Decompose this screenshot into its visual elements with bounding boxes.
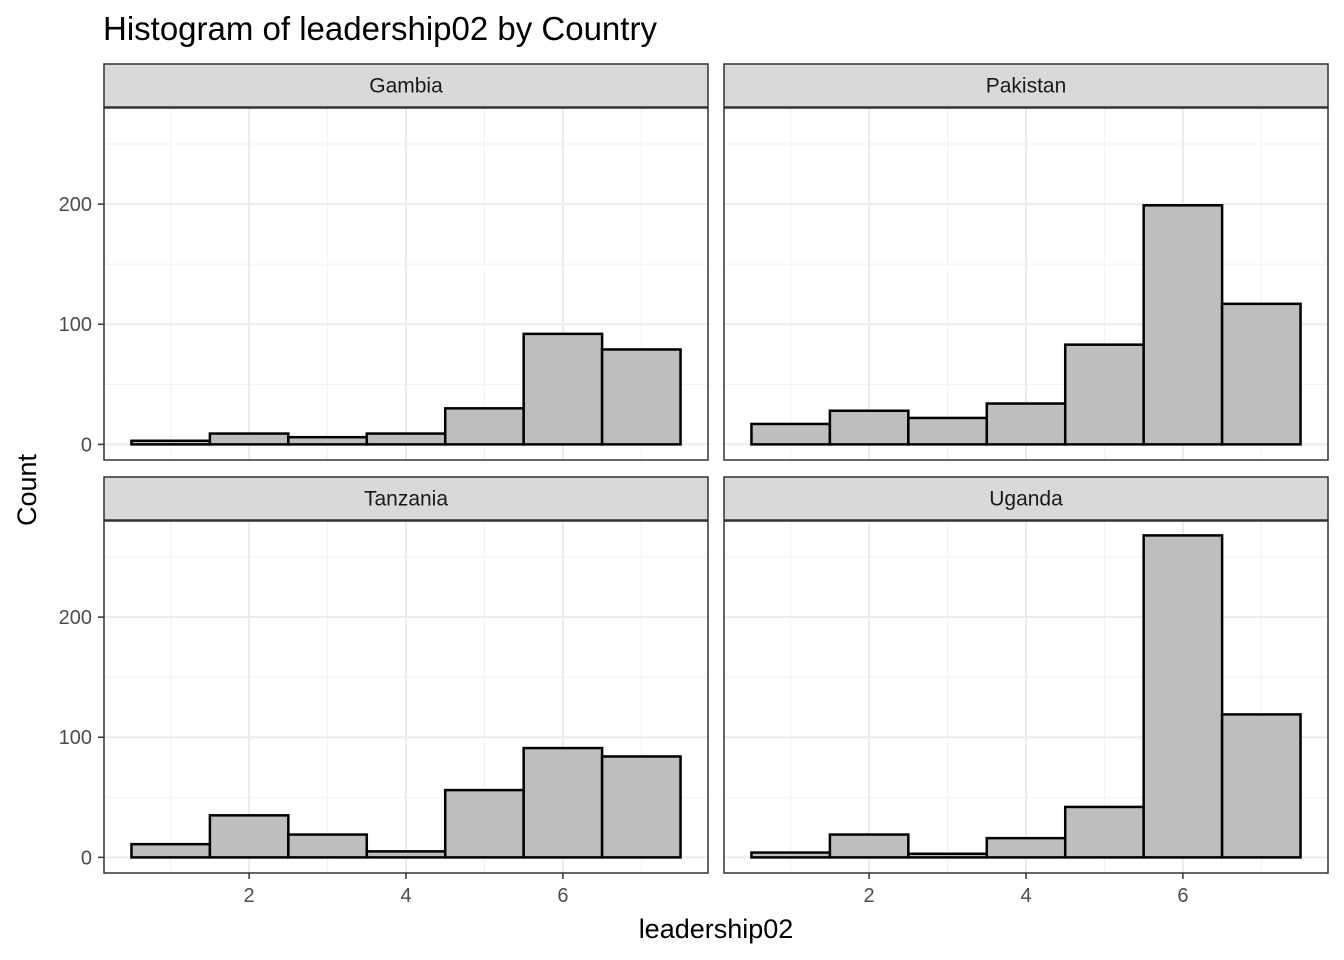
x-tick-label: 6 bbox=[557, 885, 568, 907]
facet-panel-tanzania: TanzaniaTanzania: bin 1 = 11Tanzania: bi… bbox=[59, 476, 709, 907]
histogram-bar: Tanzania: bin 5 = 56 bbox=[443, 788, 525, 859]
y-axis-title: Count bbox=[12, 453, 42, 526]
histogram-bar: Gambia: bin 1 = 3 bbox=[130, 439, 212, 446]
facet-strip bbox=[103, 476, 709, 521]
histogram-bar: Tanzania: bin 7 = 84 bbox=[600, 755, 682, 859]
panel-border bbox=[103, 107, 709, 461]
histogram-bar: Gambia: bin 2 = 9 bbox=[208, 432, 290, 446]
histogram-bar: Tanzania: bin 4 = 5 bbox=[365, 850, 447, 859]
histogram-bar: Pakistan: bin 2 = 28 bbox=[828, 409, 910, 446]
chart-title: Histogram of leadership02 by Country bbox=[103, 10, 657, 47]
histogram-bar: Gambia: bin 7 = 79 bbox=[600, 348, 682, 446]
x-tick-label: 4 bbox=[400, 885, 411, 907]
facet-strip-label: Tanzania bbox=[364, 488, 448, 511]
facet-strip-label: Gambia bbox=[369, 75, 443, 98]
histogram-bar: Pakistan: bin 3 = 22 bbox=[907, 416, 989, 446]
histogram-bar: Gambia: bin 4 = 9 bbox=[365, 432, 447, 446]
histogram-bar: Tanzania: bin 2 = 35 bbox=[208, 814, 290, 859]
x-tick-label: 6 bbox=[1177, 885, 1188, 907]
histogram-bar: Pakistan: bin 1 = 17 bbox=[750, 422, 832, 446]
facet-strip bbox=[103, 63, 709, 108]
histogram-bar: Pakistan: bin 4 = 34 bbox=[985, 402, 1067, 446]
facet-panel-gambia: Gambia Gambia: bin 1 = 3Gambia: bin 2 = 9… bbox=[59, 63, 709, 461]
facet-panel-uganda: Uganda Uganda: bin 1 = 4Uganda: bin 2 = 1… bbox=[723, 476, 1329, 907]
histogram-bar: Uganda: bin 6 = 268 bbox=[1142, 534, 1224, 859]
histogram-bar: Uganda: bin 4 = 16 bbox=[985, 836, 1067, 859]
histogram-bar: Gambia: bin 5 = 30 bbox=[443, 407, 525, 446]
x-axis-title: leadership02 bbox=[639, 914, 794, 944]
histogram-bar: Uganda: bin 1 = 4 bbox=[750, 851, 832, 859]
y-tick-label: 100 bbox=[59, 314, 92, 336]
histogram-bar: Gambia: bin 3 = 6 bbox=[287, 435, 369, 446]
histogram-bar: Uganda: bin 3 = 3 bbox=[907, 852, 989, 859]
histogram-bar: Tanzania: bin 6 = 91 bbox=[522, 746, 604, 859]
y-tick-label: 0 bbox=[81, 434, 92, 456]
y-tick-label: 200 bbox=[59, 607, 92, 629]
facet-strip bbox=[723, 63, 1329, 108]
histogram-bar: Pakistan: bin 7 = 117 bbox=[1220, 302, 1302, 446]
histogram-bar: Pakistan: bin 5 = 83 bbox=[1063, 343, 1145, 446]
histogram-bar: Gambia: bin 6 = 92 bbox=[522, 332, 604, 446]
facet-strip-label: Uganda bbox=[989, 488, 1063, 511]
facet-panels: Gambia Gambia: bin 1 = 3Gambia: bin 2 = 9… bbox=[59, 63, 1329, 907]
x-tick-label: 4 bbox=[1020, 885, 1031, 907]
histogram-bar: Tanzania: bin 1 = 11 bbox=[130, 842, 212, 859]
x-tick-label: 2 bbox=[864, 885, 875, 907]
histogram-bar: Tanzania: bin 3 = 19 bbox=[287, 833, 369, 859]
y-tick-label: 200 bbox=[59, 194, 92, 216]
y-tick-label: 100 bbox=[59, 727, 92, 749]
facet-panel-pakistan: PakistanPakistan: bin 1 = 17Pakistan: bi… bbox=[723, 63, 1329, 461]
histogram-bar: Uganda: bin 7 = 119 bbox=[1220, 713, 1302, 859]
facet-strip bbox=[723, 476, 1329, 521]
histogram-bar: Pakistan: bin 6 = 199 bbox=[1142, 204, 1224, 446]
y-tick-label: 0 bbox=[81, 847, 92, 869]
facet-strip-label: Pakistan bbox=[986, 75, 1067, 98]
histogram-bar: Uganda: bin 5 = 42 bbox=[1063, 805, 1145, 859]
panel-border bbox=[723, 107, 1329, 461]
x-tick-label: 2 bbox=[244, 885, 255, 907]
histogram-bar: Uganda: bin 2 = 19 bbox=[828, 833, 910, 859]
